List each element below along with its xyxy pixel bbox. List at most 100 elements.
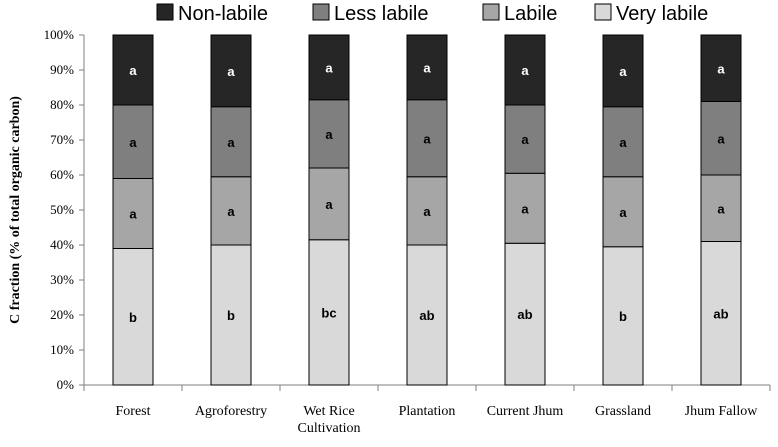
- legend-label: Less labile: [334, 3, 429, 25]
- legend-swatch: [156, 3, 174, 21]
- legend-label: Very labile: [616, 3, 708, 25]
- bar-segment-label: a: [717, 131, 725, 146]
- bar-segment-label: a: [619, 135, 627, 150]
- bar-segment-label: a: [619, 64, 627, 79]
- bar-segment-label: a: [423, 60, 431, 75]
- bar-stack: ab a a a: [406, 34, 448, 386]
- bar-segment-label: a: [129, 63, 137, 78]
- bar-segment-label: a: [717, 201, 725, 216]
- x-tick-label-line: Cultivation: [298, 421, 361, 436]
- y-tick-label: 20%: [50, 307, 74, 322]
- y-tick-label: 100%: [44, 27, 75, 42]
- x-tick-label-line: Grassland: [595, 404, 651, 419]
- bar-segment-label: bc: [321, 305, 336, 320]
- bar-segment: [112, 34, 154, 106]
- bar-segment: [308, 34, 350, 101]
- bar-segment-label: b: [619, 309, 627, 324]
- bar-segment: [602, 106, 644, 178]
- bar-segment-label: a: [325, 127, 333, 142]
- x-tick-label: Agroforestry: [195, 404, 267, 419]
- legend-swatch: [482, 3, 500, 21]
- legend-item: Very labile: [594, 3, 708, 25]
- legend-item: Labile: [482, 3, 557, 25]
- bar-segment-label: a: [717, 61, 725, 76]
- x-tick-label: Forest: [116, 404, 151, 419]
- y-axis: 0% 10% 20% 30% 40% 50% 60% 70% 80% 90% 100%: [44, 27, 85, 392]
- legend-item: Less labile: [312, 3, 429, 25]
- x-tick-label-line: Wet Rice: [303, 404, 354, 419]
- y-tick-label: 60%: [50, 167, 74, 182]
- bar-segment-label: ab: [419, 308, 434, 323]
- x-axis: Forest Agroforestry Wet Rice Cultivation Pla…: [83, 384, 771, 436]
- x-tick-label-line: Current Jhum: [487, 404, 564, 419]
- bar-stack: ab a a a: [504, 34, 546, 386]
- bar-segment: [406, 99, 448, 178]
- bar-segment-label: a: [227, 135, 235, 150]
- bar-segment-label: a: [325, 60, 333, 75]
- bar-segment-label: a: [129, 135, 137, 150]
- x-tick-label: Wet Rice Cultivation: [298, 404, 361, 436]
- y-axis-title: C fraction (% of total organic carbon): [8, 96, 23, 324]
- legend-label: Non-labile: [178, 3, 268, 25]
- bar-segment: [700, 34, 742, 102]
- legend-item: Non-labile: [156, 3, 268, 25]
- bar-stack: b a a a: [602, 34, 644, 386]
- bar-segment: [308, 239, 350, 386]
- bar-segment: [700, 174, 742, 242]
- bar-segment-label: a: [521, 63, 529, 78]
- y-tick-label: 50%: [50, 202, 74, 217]
- bar-segment-label: a: [227, 64, 235, 79]
- bar-segment-label: a: [521, 132, 529, 147]
- y-tick-label: 80%: [50, 97, 74, 112]
- x-tick-label: Plantation: [399, 404, 456, 419]
- bar-segment: [700, 101, 742, 176]
- bar-segment-label: b: [129, 310, 137, 325]
- legend-label: Labile: [504, 3, 557, 25]
- x-tick-label-line: Jhum Fallow: [685, 404, 759, 419]
- bar-segment-label: a: [619, 205, 627, 220]
- bar-segment: [112, 178, 154, 249]
- y-tick-label: 40%: [50, 237, 74, 252]
- bar-segment: [504, 172, 546, 244]
- bar-segment-label: a: [129, 207, 137, 222]
- bar-segment-label: a: [423, 131, 431, 146]
- legend: Non-labile Less labile Labile Very labile: [156, 3, 708, 25]
- x-tick-label: Grassland: [595, 404, 651, 419]
- bar-stack: ab a a a: [700, 34, 742, 386]
- bar-segment: [406, 176, 448, 246]
- bar-segment-label: a: [227, 204, 235, 219]
- bar-segment: [210, 34, 252, 108]
- bar-segment-label: b: [227, 308, 235, 323]
- bar-stack: b a a a: [112, 34, 154, 386]
- bar-segment: [210, 176, 252, 246]
- legend-swatch: [594, 3, 612, 21]
- bar-segment-label: a: [423, 204, 431, 219]
- bar-segment: [210, 244, 252, 386]
- x-tick-label-line: Agroforestry: [195, 404, 267, 419]
- bar-segment: [602, 246, 644, 386]
- bar-segment-label: ab: [713, 306, 728, 321]
- bar-segment: [112, 248, 154, 386]
- y-tick-label: 0%: [57, 377, 75, 392]
- bar-segment-label: a: [325, 197, 333, 212]
- bar-segment-label: a: [521, 201, 529, 216]
- bar-segment: [210, 106, 252, 178]
- bar-segment-label: ab: [517, 307, 532, 322]
- x-tick-label: Current Jhum: [487, 404, 564, 419]
- y-tick-label: 70%: [50, 132, 74, 147]
- x-tick-label-line: Plantation: [399, 404, 456, 419]
- bar-segment: [308, 167, 350, 241]
- bar-segment: [602, 34, 644, 108]
- bar-stack: b a a a: [210, 34, 252, 386]
- x-tick-label: Jhum Fallow: [685, 404, 759, 419]
- y-tick-label: 90%: [50, 62, 74, 77]
- bar-segment: [700, 241, 742, 386]
- x-tick-label-line: Forest: [116, 404, 151, 419]
- y-tick-label: 10%: [50, 342, 74, 357]
- bar-segment: [602, 176, 644, 248]
- bar-segment: [406, 34, 448, 101]
- bar-segment: [504, 34, 546, 106]
